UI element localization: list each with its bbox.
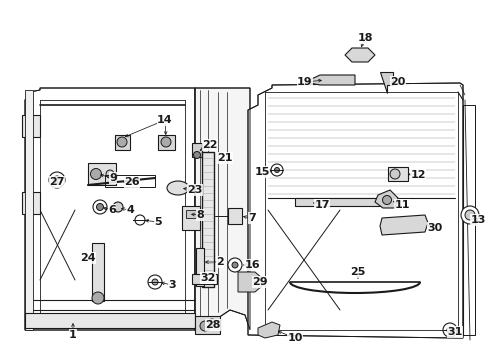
Text: 8: 8 [196,210,203,220]
Bar [22,192,40,214]
Text: 32: 32 [200,273,215,283]
Polygon shape [379,72,392,93]
Text: 21: 21 [217,153,232,163]
Polygon shape [247,83,462,338]
Bar [196,248,203,286]
Polygon shape [115,135,130,150]
Text: 15: 15 [254,167,269,177]
Polygon shape [379,215,427,235]
Circle shape [148,275,162,289]
Text: 13: 13 [469,215,485,225]
Bar [192,274,217,284]
Bar [92,243,104,301]
Text: 3: 3 [168,280,176,290]
Polygon shape [25,88,195,330]
Bar [387,167,407,181]
Text: 24: 24 [80,253,96,263]
Circle shape [231,262,238,268]
Circle shape [113,202,123,212]
Bar [25,313,195,328]
Bar [202,152,214,287]
Circle shape [49,172,65,188]
Polygon shape [258,322,280,338]
Polygon shape [305,75,354,85]
Circle shape [274,167,279,172]
Circle shape [117,137,127,147]
Text: 11: 11 [393,200,409,210]
Text: 14: 14 [157,115,172,125]
Circle shape [464,210,474,220]
Ellipse shape [167,181,189,195]
Circle shape [152,279,158,285]
Text: 2: 2 [216,257,224,267]
Circle shape [200,321,209,331]
Circle shape [92,292,104,304]
Circle shape [193,152,200,158]
Text: 30: 30 [427,223,442,233]
Text: 25: 25 [349,267,365,277]
Text: 5: 5 [154,217,162,227]
Bar [25,90,33,330]
Text: 1: 1 [69,330,77,340]
Polygon shape [238,272,262,292]
Bar [227,208,242,224]
Bar [294,198,389,206]
Bar [195,316,220,334]
Bar [462,105,474,335]
Circle shape [227,258,242,272]
Circle shape [382,195,391,204]
Circle shape [90,168,102,180]
Text: 28: 28 [205,320,220,330]
Text: 4: 4 [126,205,134,215]
Bar [22,115,40,137]
Text: 10: 10 [287,333,302,343]
Text: 17: 17 [314,200,329,210]
Text: 22: 22 [202,140,217,150]
Bar [182,206,200,230]
Text: 6: 6 [108,205,116,215]
Text: 20: 20 [389,77,405,87]
Circle shape [135,215,145,225]
Circle shape [93,200,107,214]
Bar [185,210,196,218]
Polygon shape [374,190,397,208]
Circle shape [270,164,283,176]
Circle shape [446,327,452,333]
Text: 16: 16 [244,260,259,270]
Circle shape [53,176,61,184]
Text: 18: 18 [357,33,372,43]
Circle shape [389,169,399,179]
Bar [105,175,155,187]
Text: 31: 31 [447,327,462,337]
Circle shape [161,137,171,147]
Circle shape [96,203,103,211]
Text: 19: 19 [297,77,312,87]
Text: 12: 12 [409,170,425,180]
Circle shape [208,319,215,325]
Circle shape [460,206,478,224]
Bar [88,163,116,185]
Circle shape [106,170,114,178]
Circle shape [442,323,456,337]
Text: 29: 29 [252,277,267,287]
Polygon shape [192,143,202,157]
Polygon shape [158,135,175,150]
Text: 7: 7 [247,213,255,223]
Circle shape [173,183,183,193]
Text: 27: 27 [49,177,64,187]
Polygon shape [195,88,249,330]
Text: 23: 23 [187,185,202,195]
Text: 9: 9 [109,173,117,183]
Text: 26: 26 [124,177,140,187]
Polygon shape [345,48,374,62]
